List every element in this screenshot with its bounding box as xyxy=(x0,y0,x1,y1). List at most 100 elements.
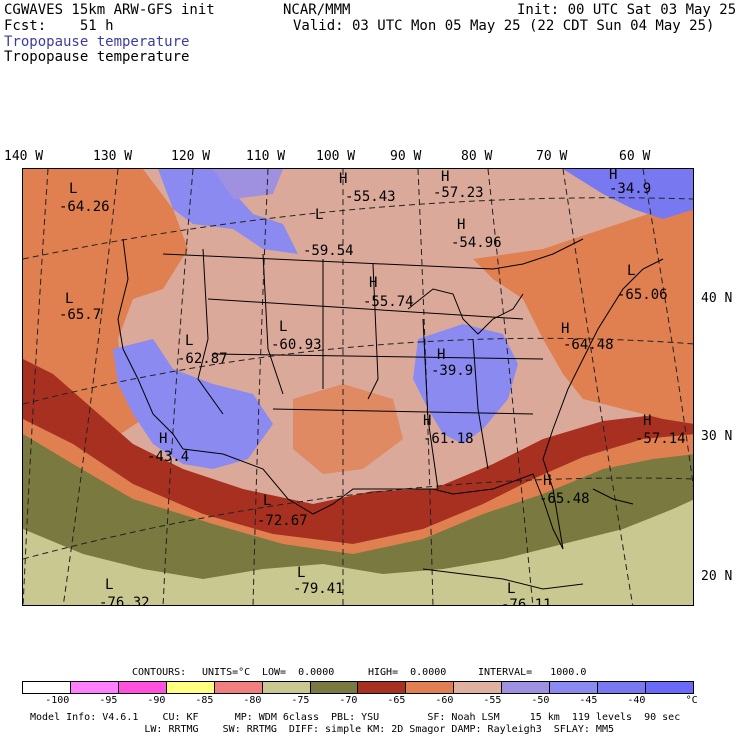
extremum-value: -61.18 xyxy=(423,431,474,447)
lon-label: 120 W xyxy=(171,149,211,164)
extremum-type: L xyxy=(315,207,323,223)
colorbar-swatch xyxy=(502,682,551,693)
extremum-type: H xyxy=(369,275,377,291)
init-time: Init: 00 UTC Sat 03 May 25 xyxy=(517,2,737,18)
lon-label: 130 W xyxy=(93,149,133,164)
colorbar-label: -90 xyxy=(147,695,166,706)
extremum-value: -76.11 xyxy=(501,597,552,606)
region-northeast-orange xyxy=(473,199,693,424)
extremum-type: L xyxy=(627,263,635,279)
colorbar xyxy=(22,681,694,694)
extremum-value: -76.32 xyxy=(99,595,150,606)
extremum-value: -34.9 xyxy=(609,181,651,197)
extremum-type: H xyxy=(423,413,431,429)
colorbar-label: -95 xyxy=(99,695,118,706)
extremum-type: H xyxy=(561,321,569,337)
lon-label: 80 W xyxy=(461,149,493,164)
region-central-purple xyxy=(413,324,518,444)
colorbar-label: -60 xyxy=(435,695,454,706)
extremum-type: L xyxy=(297,565,305,581)
colorbar-label: -40 xyxy=(627,695,646,706)
extremum-value: -72.67 xyxy=(257,513,308,529)
graticule xyxy=(23,169,693,605)
colorbar-swatch xyxy=(550,682,599,693)
colorbar-swatch xyxy=(454,682,503,693)
extremum-value: -43.4 xyxy=(147,449,189,465)
extremum-type: L xyxy=(279,319,287,335)
extremum-type: L xyxy=(65,291,73,307)
political-boundaries xyxy=(117,238,664,590)
colorbar-swatch xyxy=(262,682,311,693)
region-dark-red-band xyxy=(23,359,693,544)
fcst-label: Fcst: xyxy=(4,18,47,34)
lon-label: 70 W xyxy=(536,149,568,164)
extremum-type: H xyxy=(643,413,651,429)
extremum-value: -55.43 xyxy=(345,189,396,205)
extremum-type: H xyxy=(609,169,617,183)
colorbar-swatch xyxy=(23,682,71,693)
extremum-type: L xyxy=(507,581,515,597)
region-north-lilac xyxy=(213,169,283,199)
colorbar-labels: -100 -95 -90 -85 -80 -75 -70 -65 -60 -55 -50 -45 -40… xyxy=(22,695,722,707)
extremum-value: -62.87 xyxy=(177,351,228,367)
lon-label: 110 W xyxy=(246,149,286,164)
high-label: HIGH= 0.0000 xyxy=(368,667,447,678)
colorbar-label: -100 xyxy=(45,695,70,706)
valid-time: Valid: 03 UTC Mon 05 May 25 (22 CDT Sun … xyxy=(293,18,715,34)
contours-label: CONTOURS: xyxy=(132,667,187,678)
model-info-line2: LW: RRTMG SW: RRTMG DIFF: simple KM: 2D … xyxy=(30,724,614,735)
extremum-type: H xyxy=(457,217,465,233)
lon-label: 60 W xyxy=(619,149,651,164)
colorbar-swatch xyxy=(598,682,646,693)
colorbar-label: -70 xyxy=(339,695,358,706)
region-ne-purple xyxy=(563,169,693,219)
region-southwest-purple xyxy=(113,339,273,469)
colorbar-label: -75 xyxy=(291,695,310,706)
lon-label: 90 W xyxy=(390,149,422,164)
extremum-value: -65.06 xyxy=(617,287,668,303)
colorbar-swatch xyxy=(118,682,167,693)
lon-label: 100 W xyxy=(316,149,356,164)
colorbar-swatch xyxy=(166,682,215,693)
extremum-value: -64.26 xyxy=(59,199,110,215)
model-info-line1: Model Info: V4.6.1 CU: KF MP: WDM 6class… xyxy=(30,712,681,723)
colorbar-swatch xyxy=(358,682,407,693)
units-label: UNITS=°C xyxy=(202,667,251,678)
fcst-value: 51 h xyxy=(79,18,114,34)
interval-label: INTERVAL= 1000.0 xyxy=(478,667,587,678)
colorbar-swatch xyxy=(310,682,359,693)
extremum-type: H xyxy=(339,171,347,187)
extremum-type: H xyxy=(159,431,167,447)
extremum-type: L xyxy=(69,181,77,197)
extremum-value: -60.93 xyxy=(271,337,322,353)
extremum-type: L xyxy=(105,577,113,593)
map-canvas: L -64.26 H -55.43 H -57.23 H -34.9 H -54… xyxy=(23,169,693,606)
extremum-value: -79.41 xyxy=(293,581,344,597)
extremum-value: -65.7 xyxy=(59,307,101,323)
tropopause-temperature-map: L -64.26 H -55.43 H -57.23 H -34.9 H -54… xyxy=(22,168,694,606)
lat-label: 30 N xyxy=(701,429,733,444)
extremum-value: -57.14 xyxy=(635,431,686,447)
org-label: NCAR/MMM xyxy=(283,2,351,18)
colorbar-label: -65 xyxy=(387,695,406,706)
extremum-type: L xyxy=(185,333,193,349)
extremum-value: -54.96 xyxy=(451,235,502,251)
region-light-olive xyxy=(23,499,693,605)
extremum-type: L xyxy=(263,493,271,509)
extremum-value: -64.48 xyxy=(563,337,614,353)
low-label: LOW= 0.0000 xyxy=(262,667,335,678)
extremum-value: -65.48 xyxy=(539,491,590,507)
field-title-black: Tropopause temperature xyxy=(4,49,190,65)
extremum-type: H xyxy=(543,473,551,489)
colorbar-label: -50 xyxy=(531,695,550,706)
lat-label: 40 N xyxy=(701,291,733,306)
colorbar-label: °C xyxy=(685,695,698,706)
extrema-labels: L -64.26 H -55.43 H -57.23 H -34.9 H -54… xyxy=(59,169,686,606)
extremum-type: H xyxy=(437,347,445,363)
model-title: CGWAVES 15km ARW-GFS init xyxy=(4,2,215,18)
extremum-value: -39.9 xyxy=(431,363,473,379)
extremum-value: -55.74 xyxy=(363,294,414,310)
field-title-blue: Tropopause temperature xyxy=(4,34,190,50)
colorbar-label: -55 xyxy=(483,695,502,706)
extremum-value: -59.54 xyxy=(303,243,354,259)
